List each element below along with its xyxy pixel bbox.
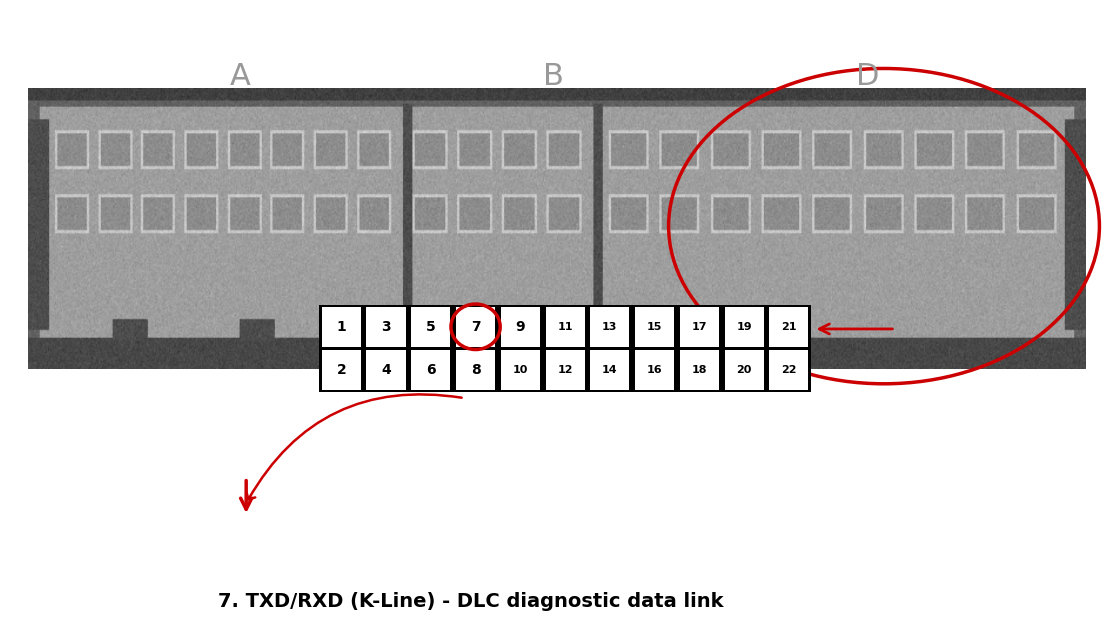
Text: D: D: [856, 62, 878, 91]
FancyBboxPatch shape: [500, 307, 539, 347]
FancyBboxPatch shape: [412, 307, 450, 347]
Text: 4: 4: [382, 363, 391, 377]
FancyBboxPatch shape: [412, 350, 450, 390]
Text: 18: 18: [692, 365, 707, 375]
Text: 17: 17: [692, 322, 707, 332]
Text: 19: 19: [736, 322, 752, 332]
Text: 9: 9: [516, 320, 525, 334]
Text: 21: 21: [781, 322, 797, 332]
FancyBboxPatch shape: [770, 307, 808, 347]
Text: 2: 2: [337, 363, 346, 377]
Text: 15: 15: [647, 322, 662, 332]
FancyBboxPatch shape: [545, 350, 584, 390]
Text: A: A: [231, 62, 251, 91]
Text: 11: 11: [557, 322, 573, 332]
FancyBboxPatch shape: [634, 350, 674, 390]
FancyBboxPatch shape: [590, 307, 629, 347]
Text: 10: 10: [513, 365, 528, 375]
Text: 12: 12: [557, 365, 573, 375]
FancyBboxPatch shape: [725, 350, 763, 390]
Text: 3: 3: [382, 320, 391, 334]
FancyBboxPatch shape: [500, 350, 539, 390]
FancyBboxPatch shape: [457, 307, 495, 347]
Text: 22: 22: [781, 365, 797, 375]
FancyBboxPatch shape: [322, 307, 360, 347]
FancyBboxPatch shape: [322, 350, 360, 390]
FancyBboxPatch shape: [366, 350, 405, 390]
Text: 14: 14: [602, 365, 618, 375]
FancyBboxPatch shape: [634, 307, 674, 347]
Text: 13: 13: [602, 322, 618, 332]
FancyBboxPatch shape: [725, 307, 763, 347]
Text: B: B: [544, 62, 564, 91]
FancyBboxPatch shape: [545, 307, 584, 347]
FancyBboxPatch shape: [679, 350, 718, 390]
FancyBboxPatch shape: [679, 307, 718, 347]
Text: 16: 16: [647, 365, 662, 375]
FancyBboxPatch shape: [457, 350, 495, 390]
Text: 5: 5: [426, 320, 435, 334]
Text: 7. TXD/RXD (K-Line) - DLC diagnostic data link: 7. TXD/RXD (K-Line) - DLC diagnostic dat…: [218, 592, 724, 612]
FancyBboxPatch shape: [366, 307, 405, 347]
Text: 1: 1: [337, 320, 346, 334]
Text: 8: 8: [471, 363, 480, 377]
Text: 20: 20: [736, 365, 752, 375]
FancyBboxPatch shape: [590, 350, 629, 390]
Text: 6: 6: [426, 363, 435, 377]
FancyBboxPatch shape: [319, 305, 811, 392]
Text: 7: 7: [471, 320, 480, 334]
FancyBboxPatch shape: [770, 350, 808, 390]
FancyArrowPatch shape: [246, 394, 462, 499]
